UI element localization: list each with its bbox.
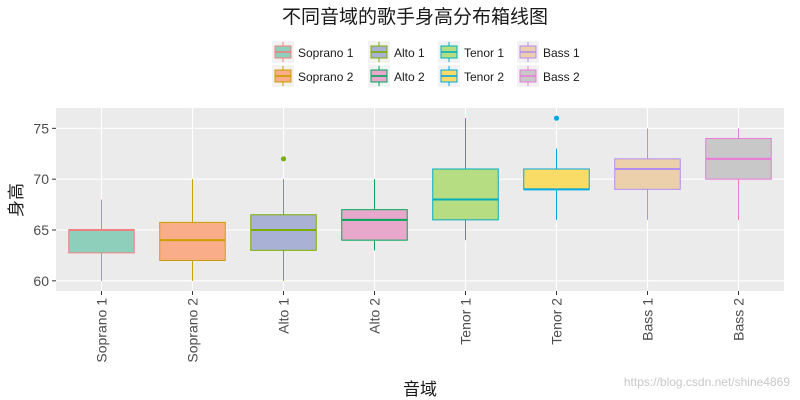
box-soprano-1 [68, 199, 135, 281]
legend-item: Soprano 2 [272, 65, 354, 87]
chart-title: 不同音域的歌手身高分布箱线图 [282, 6, 548, 28]
y-tick-label: 70 [33, 171, 49, 187]
legend-label: Tenor 2 [464, 70, 504, 84]
legend-item: Bass 1 [517, 41, 580, 63]
legend-label: Bass 1 [543, 46, 580, 60]
box-iqr [341, 209, 408, 241]
legend-label: Soprano 2 [298, 70, 354, 84]
legend-label: Tenor 1 [464, 46, 504, 60]
x-tick-label: Bass 2 [731, 298, 747, 341]
y-tick-label: 75 [33, 120, 49, 136]
legend-item: Alto 1 [368, 41, 425, 63]
box-iqr [250, 214, 317, 251]
box-iqr [614, 158, 681, 190]
box-tenor-2 [523, 115, 590, 220]
x-tick-label: Bass 1 [640, 298, 656, 341]
box-tenor-1 [432, 118, 499, 241]
legend-label: Bass 2 [543, 70, 580, 84]
legend-label: Soprano 1 [298, 46, 354, 60]
y-tick-label: 60 [33, 273, 49, 289]
x-tick-label: Tenor 1 [458, 298, 474, 345]
box-alto-2 [341, 179, 408, 251]
y-axis: 60 65 70 75 [33, 120, 56, 289]
box-bass-1 [614, 128, 681, 220]
plot-panel [56, 108, 784, 291]
watermark: https://blog.csdn.net/shine4869 [624, 375, 790, 389]
x-tick-label: Alto 1 [276, 298, 292, 334]
legend-item: Alto 2 [368, 65, 425, 87]
legend: Soprano 1 Soprano 2 Alto 1 Alto 2 Tenor 1 Ten… [272, 41, 580, 87]
legend-label: Alto 1 [394, 46, 425, 60]
box-iqr [432, 168, 499, 221]
box-group [68, 115, 772, 281]
x-axis: Soprano 1 Soprano 2 Alto 1 Alto 2 Tenor 1 Ten… [94, 291, 747, 363]
x-tick-label: Soprano 1 [94, 298, 110, 363]
x-tick-label: Alto 2 [367, 298, 383, 334]
legend-item: Tenor 1 [438, 41, 504, 63]
box-iqr [159, 221, 226, 261]
box-iqr [68, 229, 135, 254]
x-tick-label: Soprano 2 [185, 298, 201, 363]
box-iqr [523, 168, 590, 190]
x-tick-label: Tenor 2 [549, 298, 565, 345]
legend-item: Bass 2 [517, 65, 580, 87]
legend-item: Tenor 2 [438, 65, 504, 87]
legend-item: Soprano 1 [272, 41, 354, 63]
x-axis-title: 音域 [403, 380, 437, 400]
outlier-point [280, 156, 287, 162]
legend-label: Alto 2 [394, 70, 425, 84]
y-tick-label: 65 [33, 222, 49, 238]
box-bass-2 [705, 128, 772, 220]
box-alto-1 [250, 156, 317, 281]
outlier-point [553, 115, 560, 121]
y-axis-title: 身高 [7, 183, 27, 217]
box-soprano-2 [159, 179, 226, 281]
